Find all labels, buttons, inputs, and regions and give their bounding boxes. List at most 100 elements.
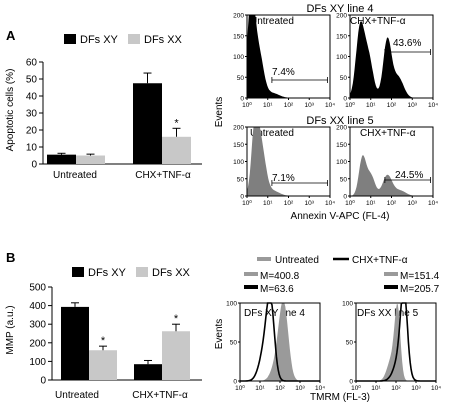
annexin-xx-title: DFs XX line 5 [306, 115, 373, 127]
y-tick-label: 40 [26, 92, 38, 103]
y-axis-label: Apoptotic cells (%) [5, 69, 16, 152]
m-value-untreated: M=400.8 [260, 271, 300, 282]
x-tick-label: 10² [387, 102, 397, 109]
y-tick-label: 150 [336, 142, 347, 149]
y-tick-label: 100 [29, 357, 46, 368]
y-tick-label: 500 [29, 283, 46, 294]
y-tick-label: 200 [29, 338, 46, 349]
x-tick-label: 10² [387, 200, 397, 207]
y-tick-label: 50 [237, 176, 245, 183]
x-tick-label: 10² [284, 200, 294, 207]
x-tick-label: 10⁰ [345, 199, 355, 207]
plot-label: CHX+TNF-α [360, 128, 416, 139]
apoptosis-bar-chart: DFs XY DFs XX Apoptotic cells (%) Untrea… [5, 34, 202, 181]
tmrm-plot-xx: M=151.4 M=205.7 DFs XX line 5 0 50 100 10⁰ 1… [342, 271, 441, 392]
y-tick-label: 50 [230, 340, 238, 347]
x-tick-label: 10³ [305, 200, 315, 207]
y-tick-label: 100 [226, 301, 237, 308]
legend-swatch-xy [64, 34, 76, 44]
legend-swatch-untreated [257, 257, 271, 261]
annexin-x-axis-label: Annexin V-APC (FL-4) [291, 211, 390, 222]
legend-swatch-xx [128, 34, 140, 44]
histogram [356, 303, 436, 381]
plot-title: DFs XX line 5 [357, 308, 419, 319]
panel-letter-a: A [6, 28, 16, 43]
m-value-treated: M=63.6 [260, 284, 294, 295]
y-tick-label: 20 [26, 126, 38, 137]
x-tick-label: 10¹ [263, 200, 273, 207]
bar [61, 306, 89, 380]
x-tick-label: 10³ [295, 385, 305, 392]
plot-label: CHX+TNF-α [350, 16, 406, 27]
m-swatch-untreated [244, 272, 258, 276]
tmrm-y-axis-label: Events [214, 319, 225, 350]
tmrm-legend: Untreated CHX+TNF-α [257, 255, 408, 266]
gate-percent: 7.1% [272, 173, 295, 184]
y-tick-label: 50 [237, 75, 245, 82]
y-tick-label: 200 [336, 125, 347, 132]
x-tick-label: 10⁴ [325, 102, 335, 109]
legend-swatch-xx [136, 267, 148, 277]
m-swatch-treated [384, 285, 398, 289]
legend-label-xy: DFs XY [88, 267, 127, 279]
y-tick-label: 30 [26, 109, 38, 120]
significance-star: * [174, 117, 179, 129]
y-tick-label: 100 [336, 54, 347, 61]
x-tick-label: 10⁴ [428, 102, 438, 109]
legend-swatch-xy [72, 267, 84, 277]
y-tick-label: 0 [31, 160, 37, 171]
x-tick-label: 10⁰ [235, 384, 245, 392]
x-tick-label: 10⁴ [325, 200, 335, 207]
x-tick-label: 10² [284, 102, 294, 109]
x-tick-label: 10¹ [366, 102, 376, 109]
x-tick-label: 10³ [408, 102, 418, 109]
x-tick-label: 10⁰ [351, 384, 361, 392]
x-category-label-chx: CHX+TNF-α [132, 390, 188, 401]
plot-title: DFs XY line 4 [244, 308, 305, 319]
gate-percent: 43.6% [393, 38, 421, 49]
y-tick-label: 50 [346, 340, 354, 347]
x-tick-label: 10² [391, 385, 401, 392]
histogram [247, 15, 330, 98]
y-tick-label: 0 [343, 194, 347, 201]
m-value-treated: M=205.7 [400, 284, 440, 295]
histogram [350, 21, 433, 99]
legend-label-xx: DFs XX [144, 34, 183, 46]
legend-label-untreated: Untreated [275, 255, 319, 266]
mmp-bar-chart: DFs XY DFs XX MMP (a.u.) Untreated CHX+T… [5, 267, 202, 401]
plot-label: Untreated [250, 16, 294, 27]
x-tick-label: 10⁴ [431, 385, 441, 392]
annexin-plot-xy-treated: CHX+TNF-α 43.6% 0 50 100 150 200 10⁰ 10¹ 10² 10³… [336, 13, 438, 110]
x-tick-label: 10⁴ [315, 385, 325, 392]
y-tick-label: 0 [40, 376, 46, 387]
y-tick-label: 200 [336, 13, 347, 20]
bar [76, 155, 105, 164]
bar [47, 154, 76, 164]
y-tick-label: 0 [343, 96, 347, 103]
y-tick-label: 200 [233, 13, 244, 20]
m-swatch-treated [244, 285, 258, 289]
tmrm-plot-xy: M=400.8 M=63.6 DFs XY line 4 0 50 100 10⁰ 10… [226, 271, 325, 392]
y-tick-label: 400 [29, 301, 46, 312]
significance-star: * [174, 313, 179, 325]
y-tick-label: 50 [26, 75, 38, 86]
m-value-untreated: M=151.4 [400, 271, 440, 282]
legend-label-treated: CHX+TNF-α [352, 255, 408, 266]
y-tick-label: 150 [336, 33, 347, 40]
x-tick-label: 10⁰ [242, 199, 252, 207]
m-swatch-untreated [384, 272, 398, 276]
histogram [240, 303, 320, 381]
x-category-label-chx: CHX+TNF-α [135, 170, 191, 181]
histogram [247, 127, 330, 196]
y-tick-label: 300 [29, 320, 46, 331]
x-tick-label: 10¹ [263, 102, 273, 109]
x-tick-label: 10³ [305, 102, 315, 109]
annexin-plot-xx-treated: CHX+TNF-α 24.5% 0 50 100 150 200 10⁰ 10¹ 10² 10³… [336, 125, 438, 208]
tmrm-x-axis-label: TMRM (FL-3) [310, 392, 370, 403]
y-tick-label: 0 [240, 96, 244, 103]
x-tick-label: 10⁰ [345, 101, 355, 109]
legend-label-xx: DFs XX [152, 267, 191, 279]
significance-star: * [101, 335, 106, 347]
panel-letter-b: B [6, 250, 15, 265]
